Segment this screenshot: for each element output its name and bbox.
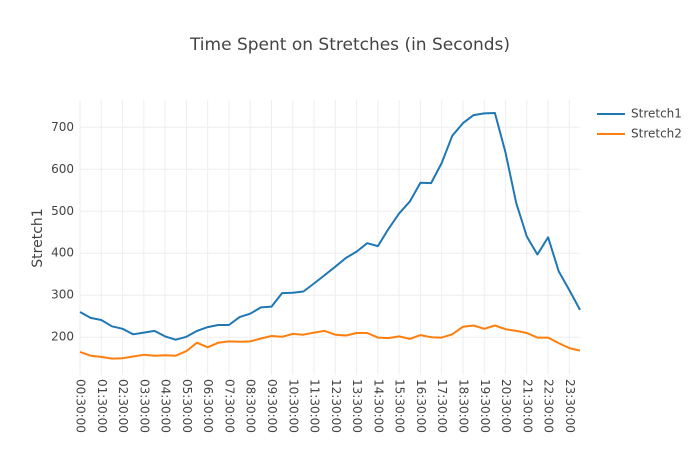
x-tick-label: 14:30:00	[371, 379, 385, 433]
x-tick-label: 05:30:00	[180, 379, 194, 433]
x-tick-label: 15:30:00	[393, 379, 407, 433]
y-tick-label: 700	[51, 120, 74, 134]
x-tick-label: 08:30:00	[244, 379, 258, 433]
legend-label: Stretch1	[631, 107, 682, 121]
x-tick-label: 20:30:00	[499, 379, 513, 433]
x-tick-label: 22:30:00	[542, 379, 556, 433]
chart-title: Time Spent on Stretches (in Seconds)	[189, 35, 510, 55]
x-tick-label: 16:30:00	[414, 379, 428, 433]
x-tick-label: 04:30:00	[159, 379, 173, 433]
x-tick-label: 09:30:00	[265, 379, 279, 433]
x-tick-label: 10:30:00	[286, 379, 300, 433]
y-tick-label: 500	[51, 204, 74, 218]
y-axis-label: Stretch1	[30, 208, 46, 267]
x-tick-label: 07:30:00	[222, 379, 236, 433]
line	[79, 324, 581, 360]
x-tick-label: 23:30:00	[563, 379, 577, 433]
x-tick-label: 19:30:00	[478, 379, 492, 433]
line	[79, 112, 581, 341]
x-tick-label: 01:30:00	[95, 379, 109, 433]
x-tick-label: 21:30:00	[520, 379, 534, 433]
y-tick-label: 400	[51, 246, 74, 260]
y-tick-label: 300	[51, 288, 74, 302]
y-tick-label: 200	[51, 330, 74, 344]
x-tick-label: 13:30:00	[350, 379, 364, 433]
x-tick-label: 17:30:00	[435, 379, 449, 433]
x-tick-label: 18:30:00	[456, 379, 470, 433]
legend-label: Stretch2	[631, 127, 682, 141]
y-tick-label: 600	[51, 162, 74, 176]
x-tick-label: 12:30:00	[329, 379, 343, 433]
x-tick-label: 02:30:00	[116, 379, 130, 433]
x-tick-label: 11:30:00	[308, 379, 322, 433]
x-tick-label: 00:30:00	[74, 379, 88, 433]
x-tick-label: 06:30:00	[201, 379, 215, 433]
x-tick-label: 03:30:00	[137, 379, 151, 433]
